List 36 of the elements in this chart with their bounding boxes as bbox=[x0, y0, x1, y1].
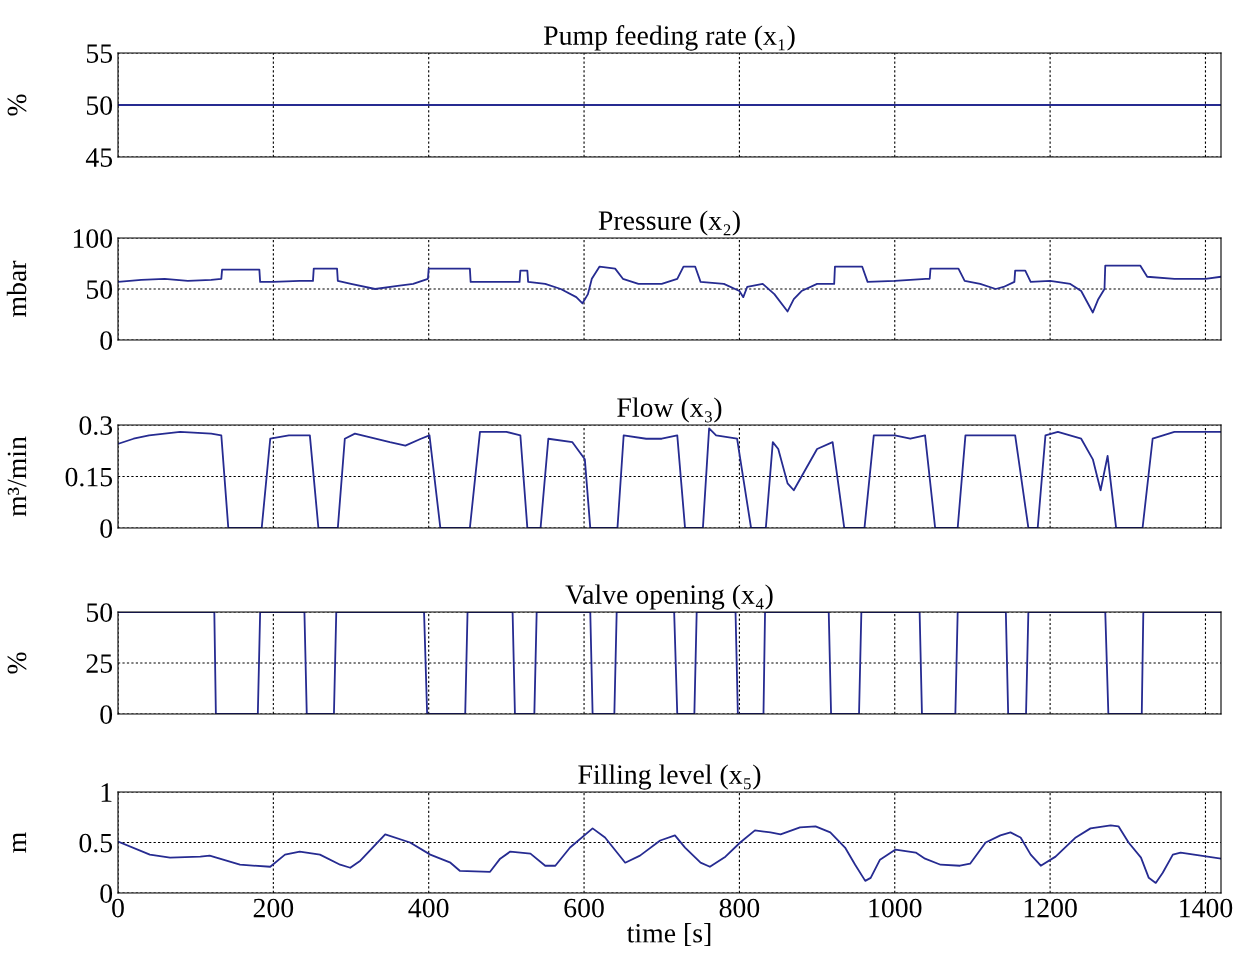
line-series bbox=[118, 824, 1221, 884]
x-tick-label: 400 bbox=[408, 898, 449, 918]
chart-title: Pressure (x₂) bbox=[598, 210, 740, 236]
x-axis-title: time [s] bbox=[626, 923, 711, 947]
y-tick-label: 25 bbox=[86, 654, 113, 673]
chart-title: Filling level (x₅) bbox=[578, 764, 761, 790]
y-tick-label: 0.5 bbox=[79, 833, 113, 853]
x-tick-label: 200 bbox=[253, 898, 294, 918]
y-axis-title: % bbox=[7, 652, 27, 674]
y-tick-label: 45 bbox=[85, 148, 113, 167]
y-tick-label: 50 bbox=[86, 96, 113, 115]
y-tick-label: 0 bbox=[100, 705, 113, 724]
line-series bbox=[118, 264, 1221, 314]
chart-title: Pump feeding rate (x₁) bbox=[543, 25, 795, 51]
y-axis-title: m³/min bbox=[7, 436, 27, 517]
y-tick-label: 0 bbox=[100, 519, 113, 538]
y-tick-label: 50 bbox=[86, 603, 113, 622]
y-tick-label: 0.15 bbox=[65, 467, 113, 487]
x-tick-label: 1400 bbox=[1180, 898, 1233, 918]
x-tick-label: 1000 bbox=[869, 898, 922, 918]
chart-title: Flow (x₃) bbox=[617, 397, 722, 423]
x-tick-label: 1200 bbox=[1024, 898, 1077, 918]
y-axis-title: m bbox=[12, 832, 27, 853]
chart-title: Valve opening (x₄) bbox=[565, 584, 773, 610]
y-tick-label: 0 bbox=[100, 331, 113, 350]
y-tick-label: 50 bbox=[86, 280, 113, 299]
y-tick-label: 0.3 bbox=[79, 416, 113, 436]
y-tick-label: 100 bbox=[73, 229, 113, 248]
x-tick-label: 600 bbox=[564, 898, 604, 918]
line-series bbox=[118, 427, 1221, 528]
y-axis-title: mbar bbox=[6, 260, 27, 317]
y-tick-label: 0 bbox=[100, 884, 113, 903]
y-tick-label: 1 bbox=[101, 783, 112, 802]
x-tick-label: 800 bbox=[719, 898, 760, 918]
y-tick-label: 55 bbox=[86, 44, 113, 63]
y-axis-title: % bbox=[7, 94, 27, 116]
